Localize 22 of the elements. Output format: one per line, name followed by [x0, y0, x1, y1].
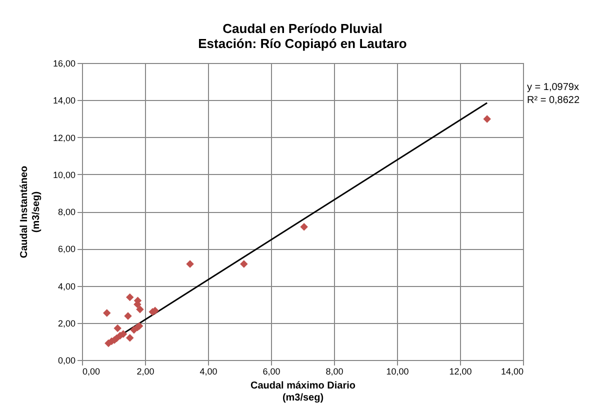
- x-tick-label: 10,00: [386, 366, 409, 376]
- y-tick-label: 8,00: [58, 207, 76, 217]
- x-tick-label: 6,00: [262, 366, 280, 376]
- y-tick-label: 2,00: [58, 318, 76, 328]
- x-tick-label: 12,00: [449, 366, 472, 376]
- y-tick-label: 6,00: [58, 244, 76, 254]
- y-tick-label: 10,00: [52, 170, 76, 180]
- y-tick-label: 16,00: [52, 58, 76, 68]
- y-tick-label: 14,00: [52, 96, 76, 106]
- chart-title: Caudal en Período Pluvial Estación: Río Copiapó en Lautaro: [198, 21, 407, 51]
- x-tick-label: 14,00: [500, 366, 524, 376]
- y-tick-label: 4,00: [58, 281, 76, 292]
- x-tick-label: 2,00: [136, 366, 154, 376]
- x-tick-label: 4,00: [200, 366, 218, 376]
- x-tick-label: 0,00: [82, 366, 100, 376]
- text: y = 1,0979x: [527, 82, 579, 93]
- text: R² = 0,8622: [527, 95, 580, 106]
- y-tick-label: 12,00: [52, 132, 76, 143]
- x-axis-title: Caudal máximo Diario (m3/seg): [250, 380, 356, 404]
- x-tick-label: 8,00: [326, 366, 344, 376]
- y-axis-title: Caudal Instantáneo (m3/seg): [18, 166, 42, 258]
- y-tick-label: 0,00: [58, 356, 76, 366]
